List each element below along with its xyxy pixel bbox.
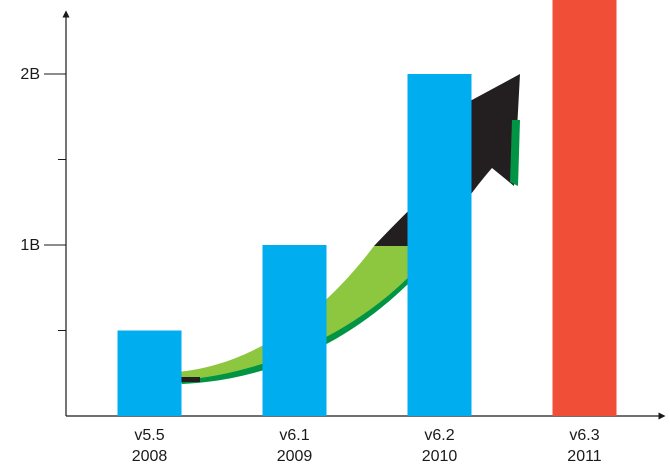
growth-arrow-dark-accent xyxy=(510,120,520,186)
bar-2009 xyxy=(262,245,327,416)
y-axis-minor-ticks xyxy=(58,159,66,331)
bar-2010 xyxy=(407,74,472,416)
bar-2008 xyxy=(117,330,182,416)
growth-arrow-green-body xyxy=(176,246,436,380)
growth-arrow xyxy=(176,74,520,384)
category-year-label: 2011 xyxy=(567,448,602,465)
y-tick-label: 1B xyxy=(20,237,40,254)
category-year-label: 2008 xyxy=(132,448,168,465)
category-labels: v5.5 2008 v6.1 2009 v6.2 2010 v6.3 2011 xyxy=(132,427,602,465)
category-version-label: v6.1 xyxy=(279,427,309,444)
category-year-label: 2009 xyxy=(277,448,313,465)
bars xyxy=(117,0,617,416)
category-version-label: v6.3 xyxy=(569,427,599,444)
y-axis-major-ticks: 1B2B3B4B xyxy=(20,66,66,254)
bar-2011 xyxy=(552,0,617,416)
growth-arrow-tail-mark xyxy=(178,377,200,382)
y-tick-label: 2B xyxy=(20,66,40,83)
category-version-label: v5.5 xyxy=(134,427,164,444)
category-year-label: 2010 xyxy=(422,448,458,465)
category-version-label: v6.2 xyxy=(424,427,454,444)
growth-arrow-dark-head xyxy=(374,74,520,246)
